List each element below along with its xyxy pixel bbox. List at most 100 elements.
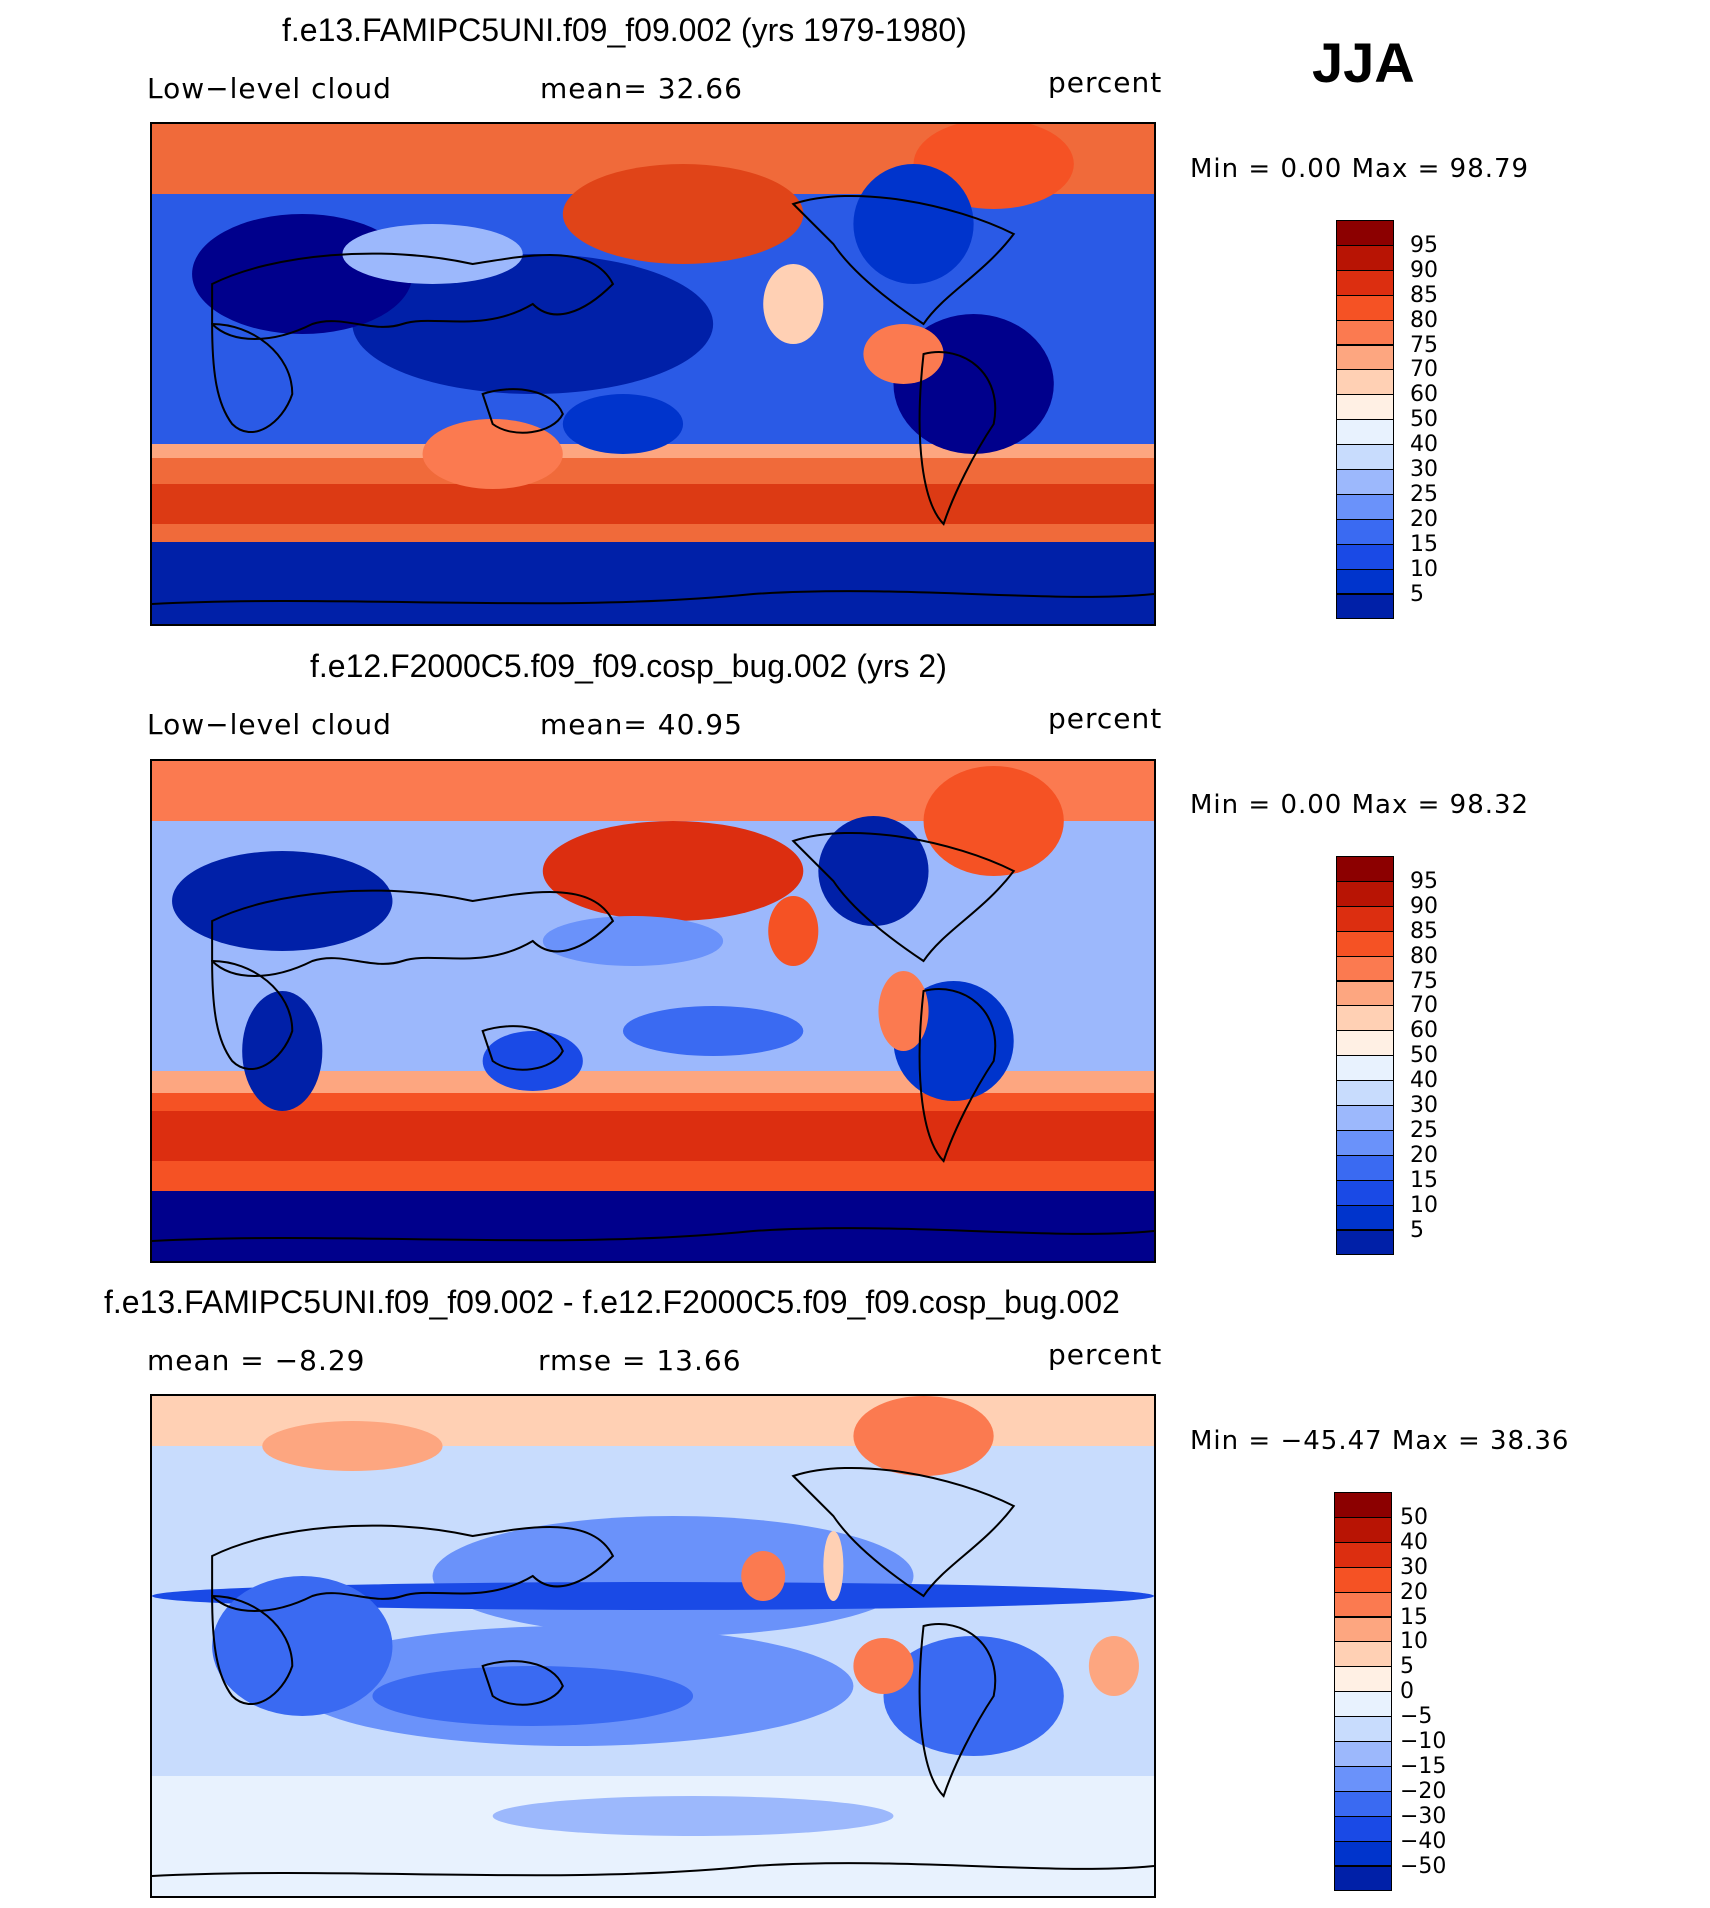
colorbar-swatch (1334, 1865, 1392, 1892)
panel-3-colorbar: 50 40 30 20 15 10 5 0 −5 −10 −15 −20 −30 −40 −50 (1334, 1492, 1504, 1892)
colorbar-swatch (1334, 1790, 1392, 1817)
colorbar-label: 75 (1410, 332, 1438, 358)
colorbar-swatch (1334, 1566, 1392, 1593)
colorbar-swatch (1336, 980, 1394, 1007)
colorbar-swatch (1334, 1741, 1392, 1767)
colorbar-swatch (1336, 419, 1394, 446)
colorbar-swatch (1336, 1204, 1394, 1231)
colorbar-swatch (1334, 1516, 1392, 1543)
colorbar-swatch (1336, 856, 1394, 882)
panel-2-map (150, 759, 1156, 1263)
colorbar-label: 95 (1410, 868, 1438, 894)
colorbar-label: 80 (1410, 307, 1438, 333)
colorbar-swatch (1336, 1030, 1394, 1057)
panel-3-mean-label: mean = −8.29 (147, 1344, 366, 1377)
colorbar-label: 25 (1410, 1117, 1438, 1143)
colorbar-label: 50 (1410, 1043, 1438, 1069)
colorbar-swatch (1336, 543, 1394, 570)
colorbar-label: 40 (1410, 432, 1438, 458)
colorbar-swatch (1336, 444, 1394, 470)
panel-3-units-label: percent (1048, 1338, 1163, 1371)
colorbar-label: 10 (1410, 556, 1438, 582)
colorbar-label: −5 (1400, 1704, 1433, 1730)
colorbar-label: 15 (1410, 531, 1438, 557)
colorbar-label: 40 (1400, 1529, 1428, 1555)
colorbar-swatch (1334, 1616, 1392, 1643)
colorbar-swatch (1336, 518, 1394, 545)
panel-2-map-field (152, 761, 1154, 1261)
colorbar-swatch (1336, 319, 1394, 346)
colorbar-swatch (1334, 1840, 1392, 1867)
panel-1-mean-label: mean= 32.66 (540, 72, 743, 105)
colorbar-swatch (1336, 269, 1394, 296)
panel-1-min-max: Min = 0.00 Max = 98.79 (1190, 154, 1530, 184)
colorbar-swatch (1334, 1541, 1392, 1568)
panel-1-map (150, 122, 1156, 626)
colorbar-swatch (1336, 1080, 1394, 1106)
colorbar-label: −50 (1400, 1853, 1447, 1879)
colorbar-label: 70 (1410, 357, 1438, 383)
colorbar-swatch (1336, 1179, 1394, 1206)
colorbar-label: −15 (1400, 1753, 1447, 1779)
colorbar-label: 40 (1410, 1068, 1438, 1094)
colorbar-label: 60 (1410, 382, 1438, 408)
colorbar-swatch (1334, 1641, 1392, 1668)
colorbar-label: 90 (1410, 257, 1438, 283)
colorbar-label: 85 (1410, 282, 1438, 308)
colorbar-swatch (1336, 593, 1394, 620)
panel-1-title: f.e13.FAMIPC5UNI.f09_f09.002 (yrs 1979-1… (282, 12, 967, 48)
panel-1-colorbar: 95 90 85 80 75 70 60 50 40 30 25 20 15 10 5 (1336, 220, 1496, 620)
colorbar-label: 20 (1410, 1142, 1438, 1168)
colorbar-label: 30 (1410, 1093, 1438, 1118)
panel-2-variable-label: Low−level cloud (147, 708, 392, 741)
panel-1-map-field (152, 124, 1154, 624)
colorbar-swatch (1334, 1492, 1392, 1518)
colorbar-swatch (1336, 369, 1394, 396)
colorbar-swatch (1336, 568, 1394, 595)
panel-3-map (150, 1394, 1156, 1898)
colorbar-label: 30 (1410, 457, 1438, 482)
colorbar-label: −40 (1400, 1828, 1447, 1854)
panel-2-units-label: percent (1048, 702, 1163, 735)
colorbar-label: 10 (1400, 1629, 1428, 1655)
colorbar-swatch (1336, 1154, 1394, 1181)
colorbar-swatch (1336, 220, 1394, 246)
colorbar-label: 95 (1410, 232, 1438, 258)
colorbar-swatch (1336, 469, 1394, 495)
colorbar-label: 5 (1410, 581, 1424, 607)
colorbar-swatch (1336, 955, 1394, 982)
panel-3-map-field (152, 1396, 1154, 1896)
colorbar-swatch (1334, 1716, 1392, 1742)
colorbar-label: 50 (1410, 407, 1438, 433)
colorbar-swatch (1336, 493, 1394, 520)
colorbar-swatch (1336, 930, 1394, 957)
colorbar-label: 10 (1410, 1192, 1438, 1218)
colorbar-swatch (1336, 905, 1394, 932)
colorbar-label: −10 (1400, 1729, 1447, 1754)
colorbar-swatch (1336, 1055, 1394, 1082)
colorbar-label: 20 (1400, 1579, 1428, 1605)
colorbar-swatch (1334, 1765, 1392, 1792)
colorbar-label: 80 (1410, 943, 1438, 969)
panel-1-variable-label: Low−level cloud (147, 72, 392, 105)
panel-1-units-label: percent (1048, 66, 1163, 99)
colorbar-swatch (1336, 294, 1394, 321)
colorbar-swatch (1334, 1666, 1392, 1693)
colorbar-label: 85 (1410, 918, 1438, 944)
panel-2-mean-label: mean= 40.95 (540, 708, 743, 741)
colorbar-swatch (1336, 244, 1394, 271)
colorbar-label: 90 (1410, 893, 1438, 919)
colorbar-swatch (1336, 1005, 1394, 1032)
colorbar-swatch (1336, 1229, 1394, 1256)
colorbar-label: 20 (1410, 506, 1438, 532)
colorbar-swatch (1336, 880, 1394, 907)
panel-3-min-max: Min = −45.47 Max = 38.36 (1190, 1426, 1570, 1456)
colorbar-label: −30 (1400, 1803, 1447, 1829)
colorbar-swatch (1336, 344, 1394, 371)
panel-2-min-max: Min = 0.00 Max = 98.32 (1190, 790, 1530, 820)
colorbar-label: 60 (1410, 1018, 1438, 1044)
panel-2-colorbar: 95 90 85 80 75 70 60 50 40 30 25 20 15 10 5 (1336, 856, 1496, 1256)
colorbar-swatch (1336, 1105, 1394, 1131)
colorbar-label: 25 (1410, 481, 1438, 507)
colorbar-label: 5 (1410, 1217, 1424, 1243)
